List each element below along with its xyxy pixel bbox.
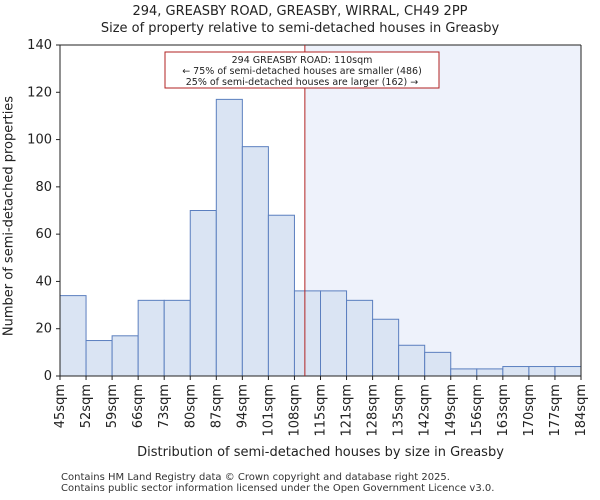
x-tick-label-87sqm: 87sqm (209, 384, 224, 428)
bar-156sqm (476, 368, 504, 377)
x-tick-label-121sqm: 121sqm (340, 384, 355, 437)
bar-163sqm (502, 366, 530, 377)
bar-135sqm (398, 344, 426, 377)
x-tick-label-80sqm: 80sqm (183, 384, 198, 428)
x-tick-label-128sqm: 128sqm (366, 384, 381, 437)
y-tick-label-140: 140 (27, 38, 52, 53)
x-tick-label-45sqm: 45sqm (53, 384, 68, 428)
bar-80sqm (189, 210, 217, 377)
x-tick-label-156sqm: 156sqm (470, 384, 485, 437)
x-tick-label-52sqm: 52sqm (79, 384, 94, 428)
x-tick-label-94sqm: 94sqm (235, 384, 250, 428)
bar-59sqm (111, 335, 139, 377)
y-tick-label-0: 0 (44, 369, 52, 384)
y-axis-label: Number of semi-detached properties (1, 95, 17, 337)
y-tick-label-80: 80 (35, 180, 52, 195)
bar-121sqm (346, 299, 374, 377)
annotation-box (164, 51, 440, 89)
annotation-line-1: 294 GREASBY ROAD: 110sqm (232, 55, 373, 66)
x-tick-label-163sqm: 163sqm (496, 384, 511, 437)
y-tick-label-120: 120 (27, 85, 52, 100)
x-tick-label-66sqm: 66sqm (131, 384, 146, 428)
bar-52sqm (85, 340, 113, 377)
bar-142sqm (424, 351, 452, 377)
x-axis-label: Distribution of semi-detached houses by … (137, 445, 504, 460)
y-tick-label-20: 20 (35, 322, 52, 337)
bar-73sqm (163, 299, 191, 377)
bar-87sqm (215, 98, 243, 377)
bar-45sqm (59, 295, 87, 377)
x-tick-label-170sqm: 170sqm (522, 384, 537, 437)
histogram-chart: 0 20 40 60 80 100 120 140 45sqm 52sqm 59sqm 66sqm 73… (27, 38, 589, 437)
x-tick-label-177sqm: 177sqm (548, 384, 563, 437)
x-tick-label-73sqm: 73sqm (157, 384, 172, 428)
bar-170sqm (528, 366, 556, 377)
x-tick-label-108sqm: 108sqm (287, 384, 302, 437)
x-tick-label-59sqm: 59sqm (105, 384, 120, 428)
chart-subtitle: Size of property relative to semi-detach… (100, 21, 500, 36)
bar-94sqm (241, 146, 269, 377)
annotation-line-2: ← 75% of semi-detached houses are smalle… (182, 66, 422, 77)
footer-copyright: Contains HM Land Registry data © Crown c… (61, 472, 450, 483)
bar-108sqm (293, 290, 322, 377)
chart-title: 294, GREASBY ROAD, GREASBY, WIRRAL, CH49… (132, 4, 468, 19)
footer-licence: Contains public sector information licen… (61, 483, 495, 494)
y-tick-label-100: 100 (27, 133, 52, 148)
annotation-line-3: 25% of semi-detached houses are larger (… (186, 77, 419, 88)
bar-128sqm (372, 318, 400, 377)
x-tick-label-135sqm: 135sqm (392, 384, 407, 437)
bar-66sqm (137, 299, 165, 377)
bar-101sqm (267, 214, 295, 377)
x-tick-label-101sqm: 101sqm (261, 384, 276, 437)
bar-115sqm (320, 290, 348, 377)
y-tick-label-60: 60 (35, 227, 52, 242)
y-tick-label-40: 40 (35, 274, 52, 289)
x-tick-label-184sqm: 184sqm (574, 384, 589, 437)
bar-149sqm (450, 368, 478, 377)
x-tick-label-115sqm: 115sqm (314, 384, 329, 437)
x-tick-label-149sqm: 149sqm (444, 384, 459, 437)
x-tick-label-142sqm: 142sqm (418, 384, 433, 437)
bar-177sqm (554, 366, 582, 377)
